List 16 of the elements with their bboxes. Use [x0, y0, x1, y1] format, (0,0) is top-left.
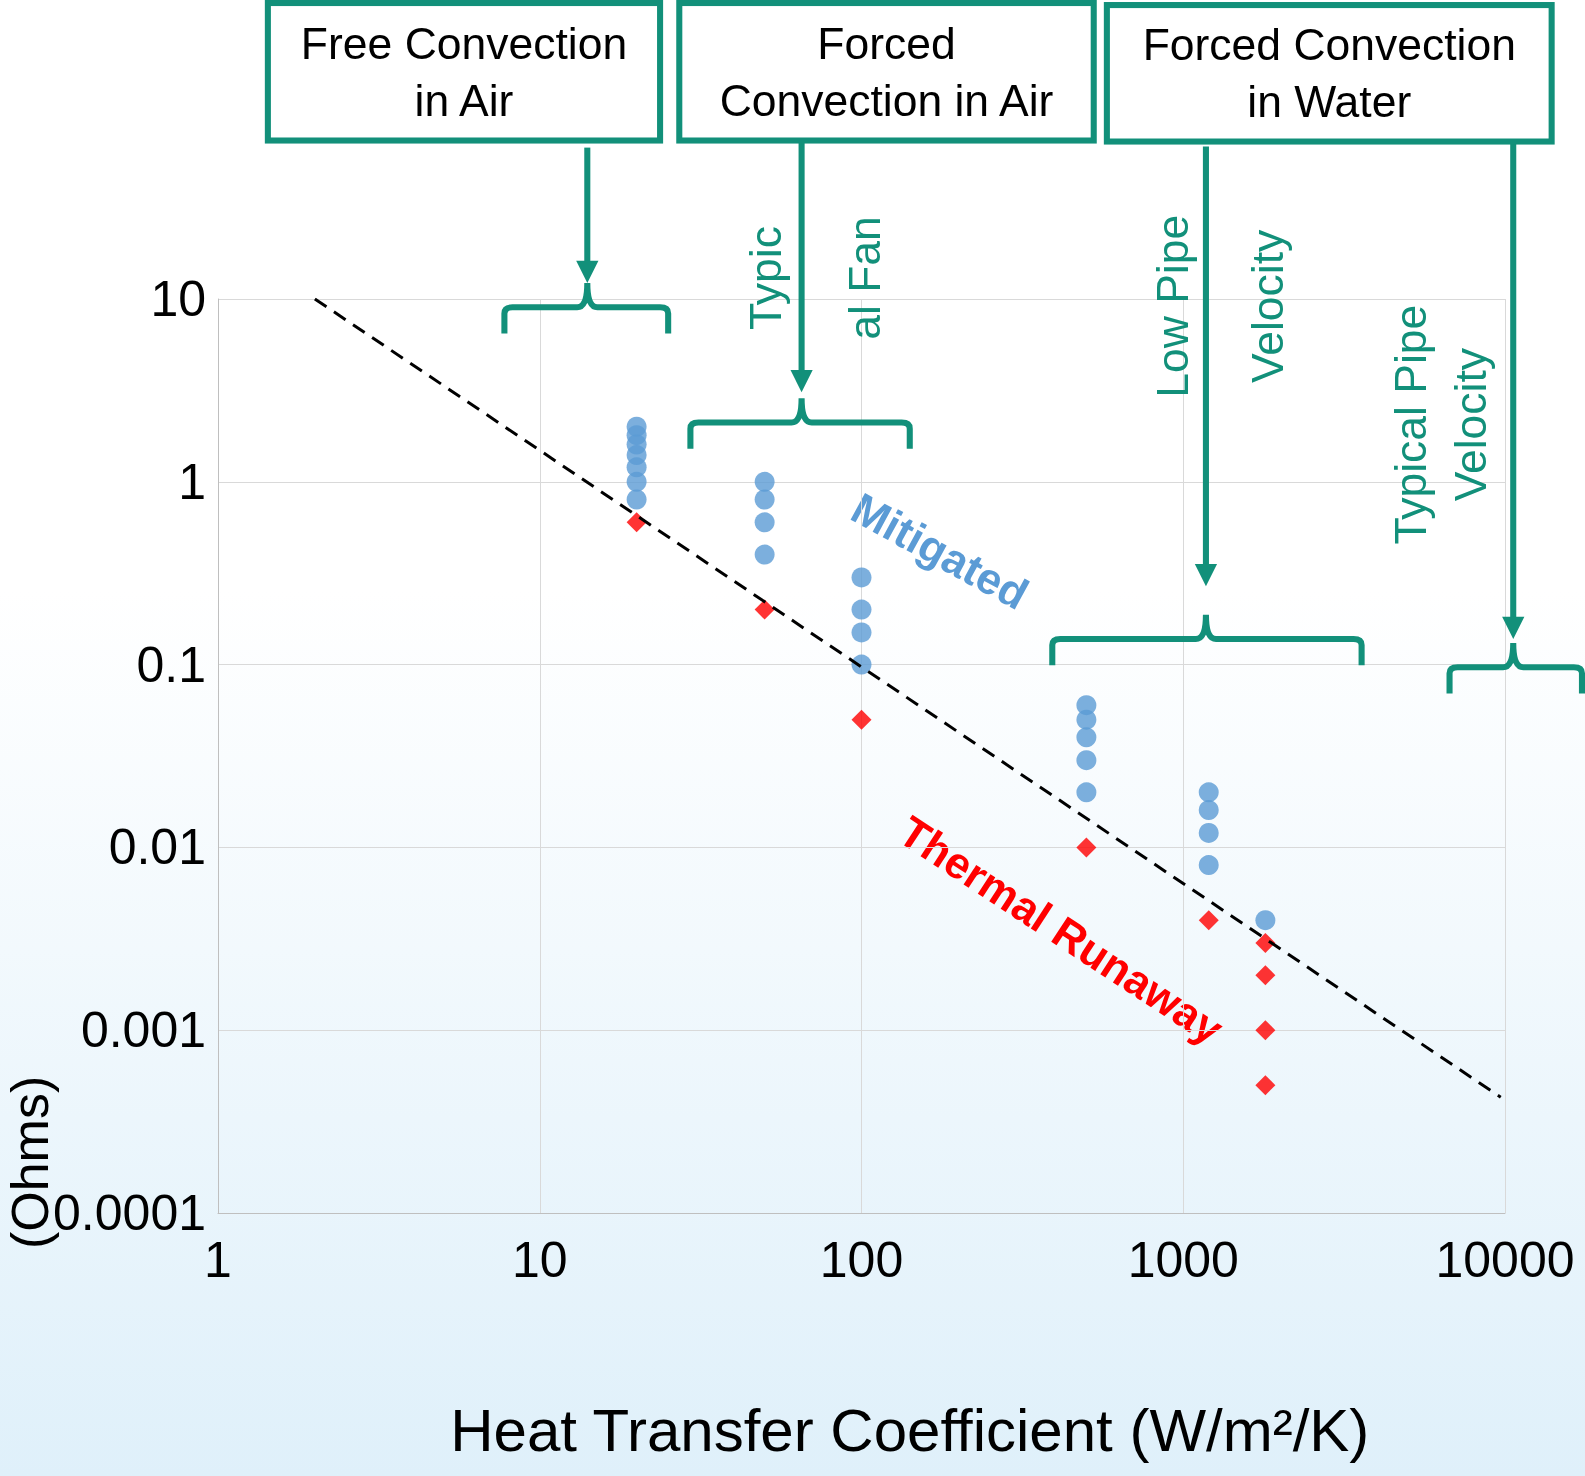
text: Forced Convection in Air — [719, 18, 1054, 125]
y-tick-label: 0.001 — [80, 1002, 206, 1059]
annotation: Typic al Fan — [740, 216, 889, 340]
x-tick-label: 10 — [511, 1232, 568, 1288]
annotation: Low Pipe Velocity — [1148, 214, 1293, 398]
text: Free Convection in Air — [300, 18, 628, 125]
y-tick-label: 0.01 — [108, 819, 206, 876]
text: Forced Convection in Water — [1142, 20, 1516, 127]
x-axis-title: Heat Transfer Coefficient (W/m²/K) — [450, 1396, 1370, 1464]
x-tick-label: 100 — [819, 1232, 904, 1288]
annotation: Typical Pipe Velocity — [1385, 304, 1496, 545]
y-tick-label: 10 — [150, 271, 206, 327]
x-tick-label: 1000 — [1127, 1232, 1239, 1288]
y-tick-label: 0.1 — [136, 636, 206, 693]
y-tick-label: 1 — [178, 453, 206, 510]
x-tick-label: 10000 — [1435, 1232, 1575, 1288]
